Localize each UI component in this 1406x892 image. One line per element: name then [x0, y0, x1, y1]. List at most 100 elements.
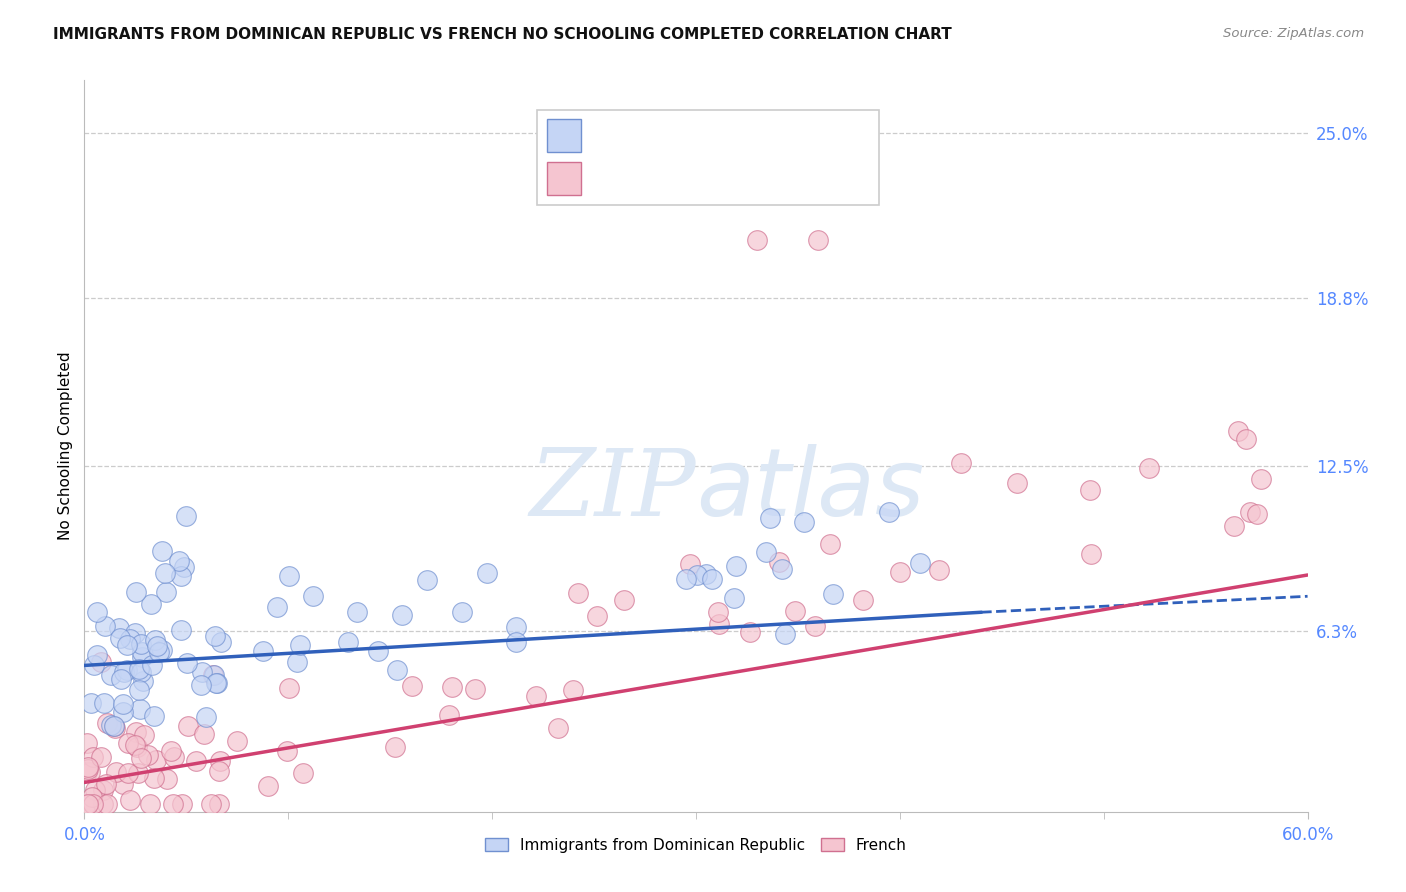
- Point: [82, 797, 104, 811]
- Point: [145, 753, 167, 767]
- Point: [252, 644, 274, 658]
- Point: [90, 750, 112, 764]
- Point: [190, 678, 212, 692]
- Point: [441, 681, 464, 695]
- Point: [84, 783, 107, 797]
- Point: [336, 635, 359, 649]
- Point: [1007, 476, 1029, 491]
- Point: [131, 649, 153, 664]
- Point: [194, 710, 217, 724]
- Point: [451, 605, 474, 619]
- Point: [204, 629, 226, 643]
- Point: [391, 607, 413, 622]
- Point: [124, 626, 146, 640]
- Point: [174, 509, 197, 524]
- Point: [163, 750, 186, 764]
- Point: [278, 569, 301, 583]
- Y-axis label: No Schooling Completed: No Schooling Completed: [58, 351, 73, 541]
- Point: [209, 635, 232, 649]
- Point: [82, 790, 104, 805]
- Point: [547, 721, 569, 735]
- Point: [93, 696, 115, 710]
- Point: [266, 600, 288, 615]
- Point: [112, 697, 135, 711]
- Text: ZIP: ZIP: [529, 445, 696, 535]
- Point: [1239, 505, 1261, 519]
- Point: [173, 560, 195, 574]
- Point: [118, 792, 141, 806]
- Point: [159, 744, 181, 758]
- Point: [702, 572, 724, 586]
- Point: [169, 623, 191, 637]
- Point: [367, 643, 389, 657]
- Point: [1250, 472, 1272, 486]
- Point: [877, 505, 900, 519]
- Point: [91, 782, 114, 797]
- Point: [156, 772, 179, 786]
- Point: [153, 566, 176, 580]
- Point: [202, 668, 225, 682]
- Point: [79, 765, 101, 780]
- Point: [807, 233, 830, 247]
- Point: [132, 728, 155, 742]
- Point: [77, 763, 100, 777]
- Point: [145, 633, 167, 648]
- Point: [115, 638, 138, 652]
- Point: [820, 537, 842, 551]
- Point: [200, 797, 222, 811]
- Point: [201, 667, 224, 681]
- Point: [475, 566, 498, 580]
- Point: [100, 668, 122, 682]
- Point: [707, 605, 730, 619]
- Point: [131, 645, 153, 659]
- Point: [723, 591, 745, 606]
- Point: [225, 734, 247, 748]
- Point: [117, 765, 139, 780]
- Point: [724, 558, 747, 573]
- Point: [209, 754, 232, 768]
- Point: [155, 585, 177, 599]
- Point: [141, 597, 163, 611]
- Point: [77, 760, 100, 774]
- Point: [346, 605, 368, 619]
- Point: [505, 620, 527, 634]
- Point: [193, 727, 215, 741]
- Point: [416, 574, 439, 588]
- Point: [141, 658, 163, 673]
- Point: [94, 619, 117, 633]
- Point: [949, 456, 972, 470]
- Point: [773, 627, 796, 641]
- Text: atlas: atlas: [696, 444, 924, 535]
- Point: [108, 631, 131, 645]
- Point: [707, 617, 730, 632]
- Point: [1236, 433, 1258, 447]
- Text: IMMIGRANTS FROM DOMINICAN REPUBLIC VS FRENCH NO SCHOOLING COMPLETED CORRELATION : IMMIGRANTS FROM DOMINICAN REPUBLIC VS FR…: [53, 27, 952, 42]
- Point: [75, 797, 97, 811]
- Point: [104, 764, 127, 779]
- Point: [928, 563, 950, 577]
- Point: [96, 777, 118, 791]
- Point: [679, 557, 702, 571]
- Point: [755, 545, 778, 559]
- Point: [401, 679, 423, 693]
- Point: [117, 736, 139, 750]
- Point: [111, 705, 134, 719]
- Point: [526, 690, 548, 704]
- Point: [613, 592, 636, 607]
- Point: [148, 645, 170, 659]
- Point: [686, 568, 709, 582]
- Point: [83, 657, 105, 672]
- Point: [852, 592, 875, 607]
- Point: [1137, 460, 1160, 475]
- Point: [384, 740, 406, 755]
- Point: [561, 682, 583, 697]
- Point: [793, 515, 815, 529]
- Point: [387, 663, 409, 677]
- Point: [125, 739, 148, 754]
- Point: [738, 624, 761, 639]
- Point: [176, 656, 198, 670]
- Point: [1223, 519, 1246, 533]
- Point: [1080, 547, 1102, 561]
- Point: [124, 739, 146, 753]
- Point: [170, 568, 193, 582]
